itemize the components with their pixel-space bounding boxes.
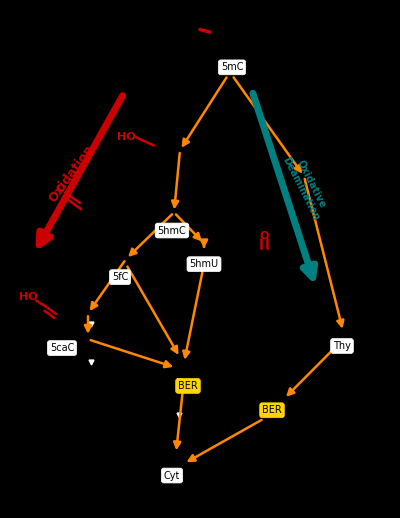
Text: 5hmC: 5hmC xyxy=(158,225,186,236)
Text: BER: BER xyxy=(262,405,282,415)
Text: BER: BER xyxy=(178,381,198,391)
Text: Oxidative
Deamination: Oxidative Deamination xyxy=(280,150,332,223)
Text: Oxidation: Oxidation xyxy=(46,142,96,205)
Text: 5fC: 5fC xyxy=(112,272,128,282)
Text: O: O xyxy=(55,183,65,194)
Text: 5caC: 5caC xyxy=(50,343,74,353)
Text: HO: HO xyxy=(19,292,37,303)
Text: 5mC: 5mC xyxy=(221,62,243,73)
Text: 5hmU: 5hmU xyxy=(190,259,218,269)
Text: Thy: Thy xyxy=(333,341,351,351)
Text: Cyt: Cyt xyxy=(164,470,180,481)
Text: HO: HO xyxy=(117,132,135,142)
Text: O: O xyxy=(259,231,269,241)
